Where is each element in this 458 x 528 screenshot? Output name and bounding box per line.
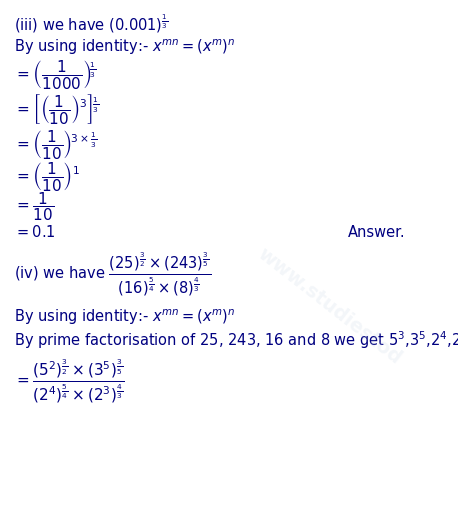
Text: $= \left(\dfrac{1}{10}\right)^{1}$: $= \left(\dfrac{1}{10}\right)^{1}$ [14, 161, 80, 193]
Text: $= \left[\left(\dfrac{1}{10}\right)^{3}\right]^{\!\frac{1}{3}}$: $= \left[\left(\dfrac{1}{10}\right)^{3}\… [14, 92, 99, 126]
Text: $= \dfrac{(5^{2})^{\frac{3}{2}}\times(3^{5})^{\frac{3}{5}}}{(2^{4})^{\frac{5}{4}: $= \dfrac{(5^{2})^{\frac{3}{2}}\times(3^… [14, 357, 125, 405]
Text: By using identity:- $x^{mn} = (x^{m})^{n}$: By using identity:- $x^{mn} = (x^{m})^{n… [14, 37, 235, 58]
Text: www.studiestod: www.studiestod [254, 244, 405, 368]
Text: By using identity:- $x^{mn} = (x^{m})^{n}$: By using identity:- $x^{mn} = (x^{m})^{n… [14, 307, 235, 327]
Text: By prime factorisation of 25, 243, 16 and 8 we get $5^{3}$,$3^{5}$,$2^{4}$,$2^{3: By prime factorisation of 25, 243, 16 an… [14, 329, 458, 352]
Text: (iv) we have $\dfrac{(25)^{\frac{3}{2}}\times(243)^{\frac{3}{5}}}{(16)^{\frac{5}: (iv) we have $\dfrac{(25)^{\frac{3}{2}}\… [14, 251, 211, 298]
Text: $= \left(\dfrac{1}{10}\right)^{\!3\times\frac{1}{3}}$: $= \left(\dfrac{1}{10}\right)^{\!3\times… [14, 128, 97, 161]
Text: (iii) we have $(0.001)^{\frac{1}{3}}$: (iii) we have $(0.001)^{\frac{1}{3}}$ [14, 12, 168, 35]
Text: $= 0.1$: $= 0.1$ [14, 224, 55, 240]
Text: Answer.: Answer. [348, 225, 406, 240]
Text: $= \left(\dfrac{1}{1000}\right)^{\!\frac{1}{3}}$: $= \left(\dfrac{1}{1000}\right)^{\!\frac… [14, 59, 97, 91]
Text: $= \dfrac{1}{10}$: $= \dfrac{1}{10}$ [14, 191, 54, 223]
